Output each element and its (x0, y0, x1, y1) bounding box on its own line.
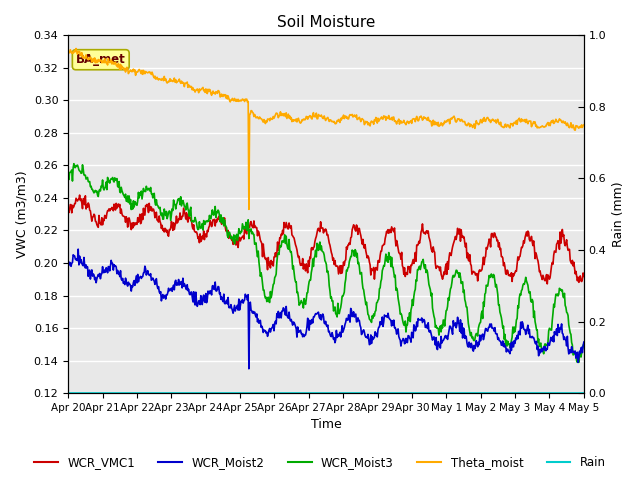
Title: Soil Moisture: Soil Moisture (277, 15, 375, 30)
WCR_Moist3 (180, 200, 188, 206)
WCR_Moist3 (389, 264, 397, 270)
Theta_moist (74, 48, 82, 54)
WCR_Moist3 (207, 216, 214, 222)
Y-axis label: Rain (mm): Rain (mm) (612, 181, 625, 247)
Theta_moist (127, 68, 135, 74)
WCR_VMC1 (76, 192, 83, 198)
Legend: WCR_VMC1, WCR_Moist2, WCR_Moist3, Theta_moist, Rain: WCR_VMC1, WCR_Moist2, WCR_Moist3, Theta_… (29, 452, 611, 474)
Rain (388, 390, 396, 396)
WCR_Moist2 (180, 283, 188, 289)
WCR_VMC1 (180, 205, 188, 211)
Theta_moist (390, 114, 397, 120)
Rain (179, 390, 187, 396)
Rain (64, 390, 72, 396)
WCR_Moist2 (74, 258, 81, 264)
Line: Theta_moist: Theta_moist (68, 48, 584, 209)
WCR_VMC1 (404, 264, 412, 269)
Line: WCR_VMC1: WCR_VMC1 (68, 195, 584, 284)
WCR_Moist3 (74, 164, 82, 170)
WCR_Moist2 (127, 288, 135, 294)
Theta_moist (180, 81, 188, 86)
WCR_VMC1 (580, 274, 588, 279)
Theta_moist (207, 91, 214, 96)
WCR_Moist2 (245, 366, 253, 372)
Rain (404, 390, 412, 396)
Theta_moist (64, 50, 72, 56)
WCR_VMC1 (127, 227, 135, 232)
Rain (127, 390, 134, 396)
WCR_VMC1 (74, 198, 81, 204)
WCR_Moist3 (575, 360, 582, 365)
Theta_moist (245, 206, 253, 212)
WCR_VMC1 (207, 219, 214, 225)
WCR_Moist3 (580, 341, 588, 347)
WCR_Moist2 (405, 333, 413, 339)
Theta_moist (580, 122, 588, 128)
WCR_VMC1 (543, 281, 551, 287)
Line: WCR_Moist2: WCR_Moist2 (68, 249, 584, 369)
Theta_moist (72, 46, 80, 51)
Rain (74, 390, 81, 396)
WCR_Moist3 (404, 314, 412, 320)
WCR_Moist2 (74, 246, 82, 252)
WCR_Moist2 (390, 317, 397, 323)
WCR_Moist3 (70, 161, 77, 167)
X-axis label: Time: Time (310, 419, 341, 432)
WCR_Moist3 (64, 174, 72, 180)
Rain (580, 390, 588, 396)
WCR_Moist2 (64, 263, 72, 269)
WCR_Moist3 (127, 206, 135, 212)
Y-axis label: VWC (m3/m3): VWC (m3/m3) (15, 170, 28, 258)
Text: BA_met: BA_met (76, 53, 125, 66)
WCR_Moist2 (580, 339, 588, 345)
Theta_moist (405, 120, 413, 126)
WCR_VMC1 (389, 228, 397, 233)
WCR_Moist2 (207, 289, 214, 295)
WCR_VMC1 (64, 206, 72, 212)
Line: WCR_Moist3: WCR_Moist3 (68, 164, 584, 362)
Rain (206, 390, 214, 396)
